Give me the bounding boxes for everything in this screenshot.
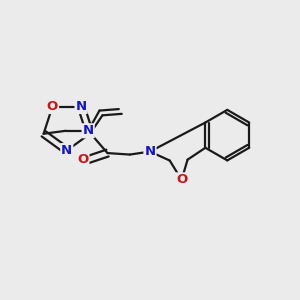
Text: O: O (47, 100, 58, 113)
Text: N: N (144, 145, 156, 158)
Text: O: O (176, 173, 187, 186)
Text: N: N (76, 100, 87, 113)
Text: N: N (82, 124, 94, 137)
Text: O: O (77, 153, 88, 167)
Text: N: N (61, 144, 72, 157)
